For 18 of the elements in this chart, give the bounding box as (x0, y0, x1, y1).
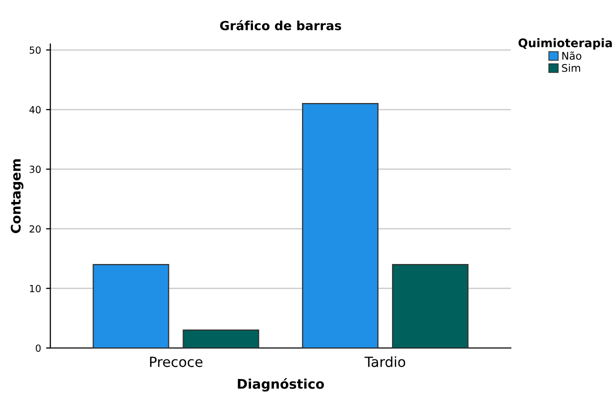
legend-title: Quimioterapia (518, 38, 612, 50)
legend-label: Sim (562, 64, 580, 72)
y-tick-label: 10 (30, 284, 41, 292)
y-tick-label: 40 (29, 106, 41, 114)
x-axis-title: Diagnóstico (238, 378, 324, 392)
x-tick-label: Precoce (150, 356, 202, 368)
y-tick-label: 20 (30, 225, 41, 233)
y-tick-label: 0 (36, 344, 41, 352)
bar (392, 264, 468, 348)
y-tick-label: 30 (30, 166, 41, 174)
legend-label: Não (562, 52, 582, 60)
bar (92, 264, 170, 348)
chart-title: Gráfico de barras (220, 20, 342, 30)
y-axis-title: Contagem (10, 159, 24, 234)
y-tick-label: 50 (30, 46, 41, 54)
bar (182, 330, 260, 348)
bar (302, 103, 378, 348)
x-tick-label: Tardio (364, 356, 406, 368)
